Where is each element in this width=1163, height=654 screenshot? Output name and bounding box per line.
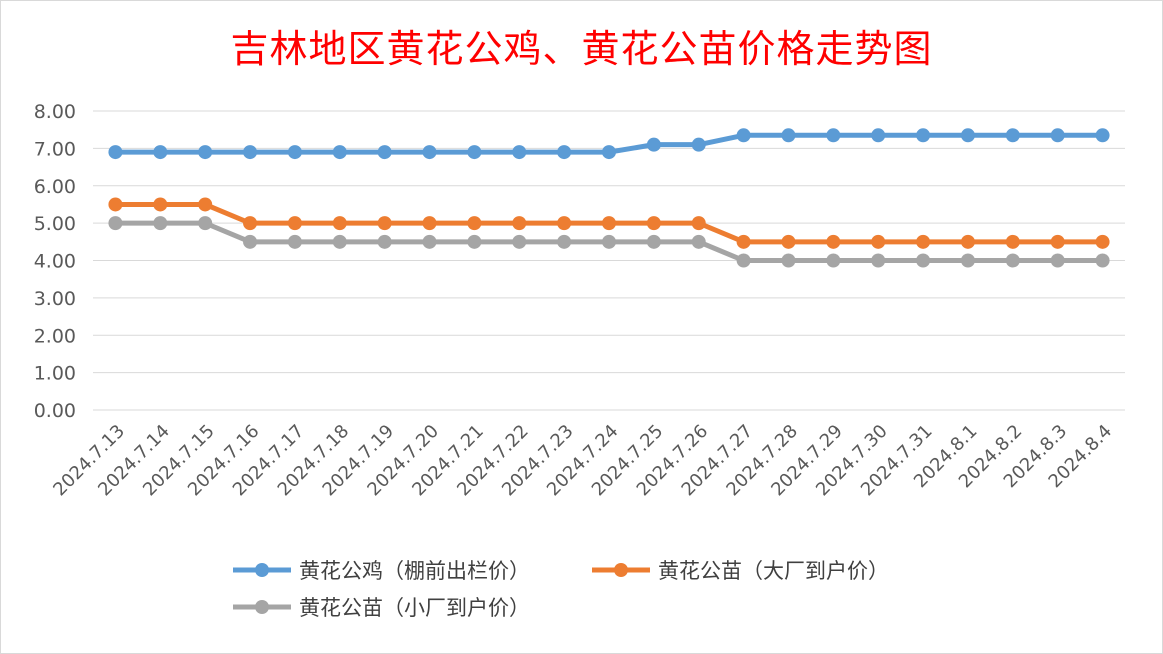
data-point <box>422 145 437 160</box>
y-tick-label: 4.00 <box>34 251 76 273</box>
data-point <box>736 234 751 249</box>
data-point <box>826 234 841 249</box>
data-point <box>781 234 796 249</box>
data-point <box>871 253 886 268</box>
data-point <box>691 137 706 152</box>
legend-item: 黄花公苗（小厂到户价） <box>233 596 530 620</box>
data-point <box>467 216 482 231</box>
series-lines <box>108 128 1110 268</box>
data-point <box>377 216 392 231</box>
legend: 黄花公鸡（棚前出栏价） 黄花公苗（大厂到户价） 黄花公苗（小厂到户价） <box>233 559 889 620</box>
data-point <box>602 234 616 249</box>
data-point <box>781 253 796 268</box>
data-point <box>153 197 168 212</box>
y-tick-label: 2.00 <box>34 325 76 347</box>
data-point <box>153 216 168 231</box>
legend-swatch-marker <box>255 563 269 577</box>
data-point <box>198 197 213 212</box>
data-point <box>512 145 527 160</box>
data-point <box>736 128 751 143</box>
data-point <box>646 216 661 231</box>
y-tick-label: 5.00 <box>34 213 76 235</box>
data-point <box>916 253 931 268</box>
legend-item: 黄花公苗（大厂到户价） <box>592 559 889 583</box>
legend-swatch-marker <box>255 600 269 614</box>
data-point <box>960 234 975 249</box>
data-point <box>557 216 572 231</box>
data-point <box>1095 128 1110 143</box>
data-point <box>826 128 841 143</box>
y-tick-label: 6.00 <box>34 176 76 198</box>
data-point <box>1050 234 1065 249</box>
legend-label: 黄花公苗（大厂到户价） <box>658 559 889 583</box>
data-point <box>243 145 258 160</box>
data-point <box>916 128 931 143</box>
data-point <box>512 216 527 231</box>
data-point <box>108 216 123 231</box>
data-point <box>108 145 123 160</box>
data-point <box>377 145 392 160</box>
data-point <box>736 253 751 268</box>
data-point <box>287 216 302 231</box>
x-axis-ticks: 2024.7.132024.7.142024.7.152024.7.162024… <box>49 421 1116 501</box>
data-point <box>287 234 302 249</box>
data-point <box>557 234 572 249</box>
series-3 <box>108 216 1110 268</box>
series-1 <box>108 128 1110 160</box>
data-point <box>1005 234 1020 249</box>
y-tick-label: 8.00 <box>34 101 76 123</box>
data-point <box>960 253 975 268</box>
data-point <box>602 216 616 231</box>
data-point <box>1095 253 1110 268</box>
y-tick-label: 1.00 <box>34 363 76 385</box>
data-point <box>826 253 841 268</box>
chart-title: 吉林地区黄花公鸡、黄花公苗价格走势图 <box>230 27 933 71</box>
legend-swatch-marker <box>614 563 628 577</box>
data-point <box>691 234 706 249</box>
data-point <box>916 234 931 249</box>
data-point <box>243 216 258 231</box>
y-tick-label: 7.00 <box>34 138 76 160</box>
y-axis-ticks: 0.00 1.00 2.00 3.00 4.00 5.00 6.00 7.00 8.00 <box>34 101 76 422</box>
data-point <box>871 234 886 249</box>
data-point <box>332 216 347 231</box>
data-point <box>781 128 796 143</box>
data-point <box>198 216 213 231</box>
data-point <box>602 145 616 160</box>
legend-label: 黄花公鸡（棚前出栏价） <box>299 559 530 583</box>
data-point <box>377 234 392 249</box>
data-point <box>243 234 258 249</box>
data-point <box>422 234 437 249</box>
data-point <box>557 145 572 160</box>
data-point <box>960 128 975 143</box>
series-2 <box>108 197 1110 249</box>
data-point <box>1095 234 1110 249</box>
data-point <box>153 145 168 160</box>
data-point <box>646 137 661 152</box>
data-point <box>108 197 123 212</box>
data-point <box>467 145 482 160</box>
y-tick-label: 3.00 <box>34 288 76 310</box>
data-point <box>287 145 302 160</box>
data-point <box>198 145 213 160</box>
data-point <box>467 234 482 249</box>
data-point <box>1005 128 1020 143</box>
data-point <box>691 216 706 231</box>
data-point <box>1005 253 1020 268</box>
data-point <box>1050 128 1065 143</box>
data-point <box>512 234 527 249</box>
legend-item: 黄花公鸡（棚前出栏价） <box>233 559 530 583</box>
data-point <box>871 128 886 143</box>
data-point <box>332 234 347 249</box>
data-point <box>422 216 437 231</box>
data-point <box>332 145 347 160</box>
data-point <box>646 234 661 249</box>
data-point <box>1050 253 1065 268</box>
legend-label: 黄花公苗（小厂到户价） <box>299 596 530 620</box>
y-tick-label: 0.00 <box>34 400 76 422</box>
